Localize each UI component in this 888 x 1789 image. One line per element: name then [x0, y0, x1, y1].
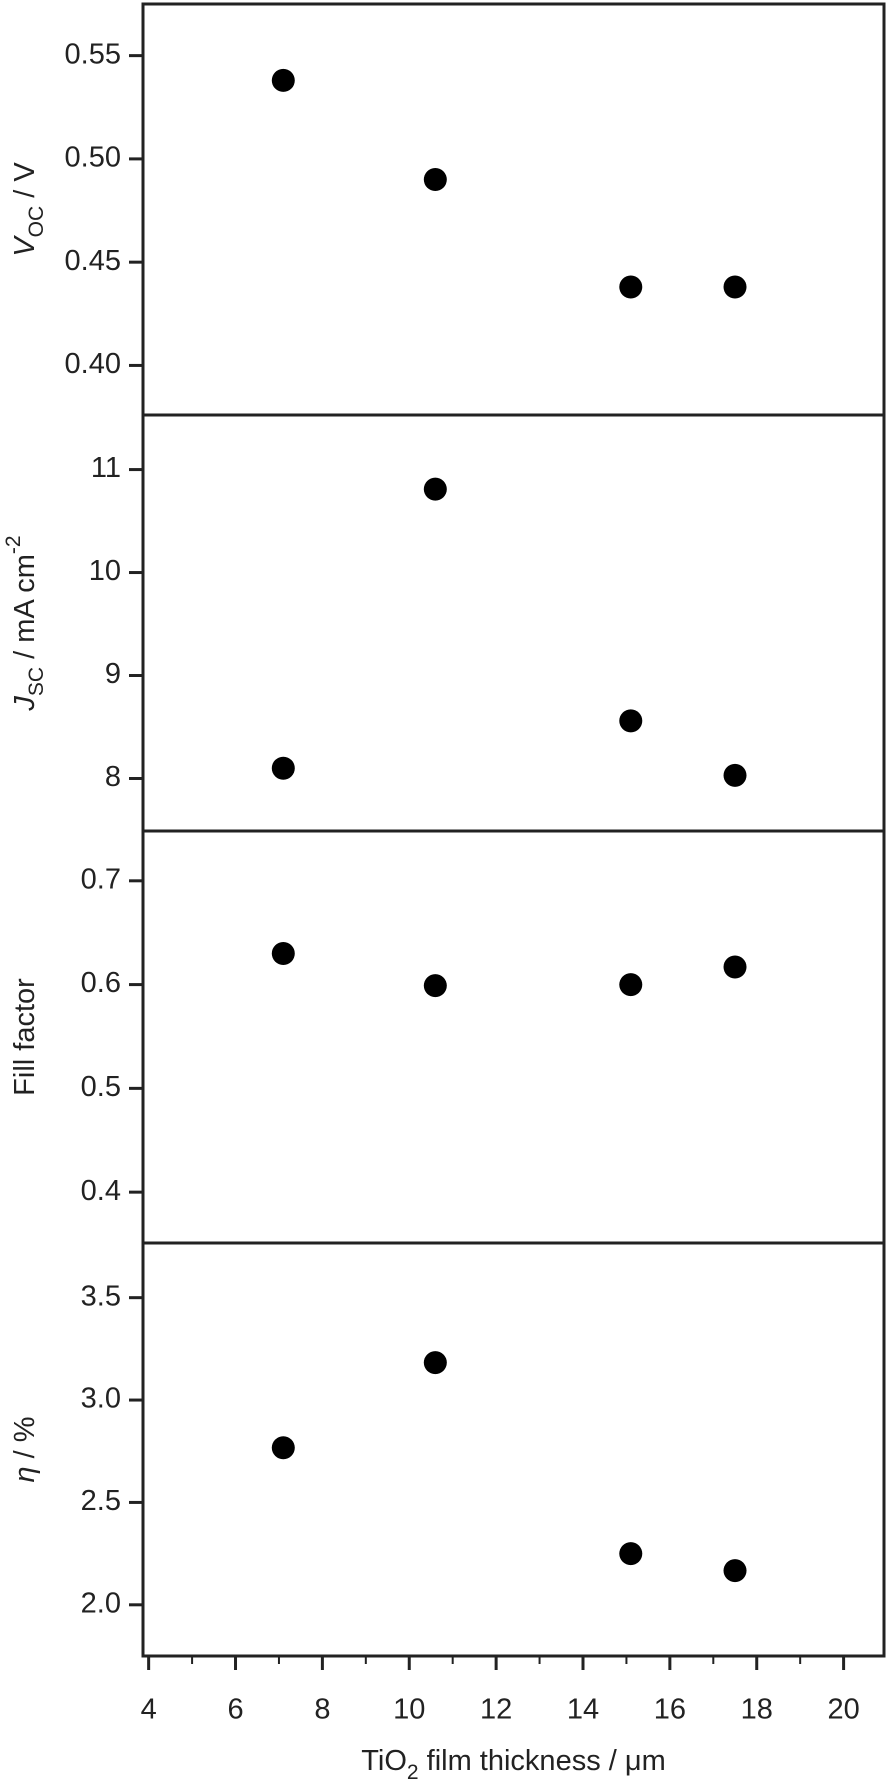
y-tick-label: 0.6: [81, 967, 121, 999]
x-tick-label: 16: [654, 1694, 686, 1726]
y-tick-label: 0.45: [65, 245, 121, 277]
y-tick-label: 8: [105, 761, 121, 793]
point: [423, 974, 447, 998]
point: [271, 1436, 295, 1460]
label-part: J: [9, 696, 41, 712]
y-tick-label: 0.50: [65, 142, 121, 174]
y-tick-label: 9: [105, 658, 121, 690]
y-tick-label: 0.7: [81, 863, 121, 895]
label-part: η: [9, 1466, 41, 1482]
label-part: / mA cm: [9, 554, 41, 667]
label-part: SC: [25, 667, 48, 696]
x-tick-label: 20: [827, 1694, 859, 1726]
x-tick-label: 18: [741, 1694, 773, 1726]
y-axis-label: η / %: [9, 1416, 41, 1482]
x-tick-label: 14: [567, 1694, 599, 1726]
x-tick-label: 12: [480, 1694, 512, 1726]
y-axis-label: JSC / mA cm-2: [2, 535, 48, 711]
point: [723, 1559, 747, 1583]
point: [723, 275, 747, 299]
point: [619, 709, 643, 733]
label-part: -2: [2, 535, 25, 554]
y-axis-label: Fill factor: [9, 978, 41, 1096]
plot-frame: [141, 413, 886, 833]
point: [423, 168, 447, 192]
plot-frame: [141, 1241, 886, 1658]
point: [619, 275, 643, 299]
point: [271, 756, 295, 780]
label-part: / V: [9, 162, 41, 206]
y-tick-label: 2.0: [81, 1587, 121, 1619]
label-part: / %: [9, 1416, 41, 1466]
label-part: V: [9, 235, 41, 257]
plot-frame: [141, 2, 886, 417]
x-tick-label: 6: [227, 1694, 243, 1726]
y-tick-label: 0.40: [65, 348, 121, 380]
label-part: film thickness / μm: [419, 1745, 666, 1777]
plot-frame: [141, 829, 886, 1245]
point: [723, 763, 747, 787]
point: [271, 68, 295, 92]
y-axis-label: VOC / V: [9, 162, 48, 257]
y-tick-label: 0.55: [65, 38, 121, 70]
label-part: TiO: [361, 1745, 407, 1777]
point: [723, 955, 747, 979]
y-tick-label: 0.4: [81, 1175, 121, 1207]
x-axis-label: TiO2 film thickness / μm: [361, 1745, 665, 1784]
y-tick-label: 2.5: [81, 1485, 121, 1517]
point: [423, 477, 447, 501]
y-tick-label: 0.5: [81, 1071, 121, 1103]
x-tick-label: 10: [393, 1694, 425, 1726]
point: [271, 941, 295, 965]
label-part: Fill factor: [9, 978, 41, 1096]
y-tick-label: 3.5: [81, 1280, 121, 1312]
x-tick-label: 8: [314, 1694, 330, 1726]
label-part: 2: [407, 1761, 419, 1784]
y-tick-label: 11: [91, 452, 121, 484]
x-tick-label: 4: [141, 1694, 157, 1726]
label-part: OC: [25, 206, 48, 238]
y-tick-label: 10: [89, 555, 121, 587]
point: [619, 1542, 643, 1566]
point: [619, 973, 643, 997]
y-tick-label: 3.0: [81, 1383, 121, 1415]
point: [423, 1351, 447, 1375]
